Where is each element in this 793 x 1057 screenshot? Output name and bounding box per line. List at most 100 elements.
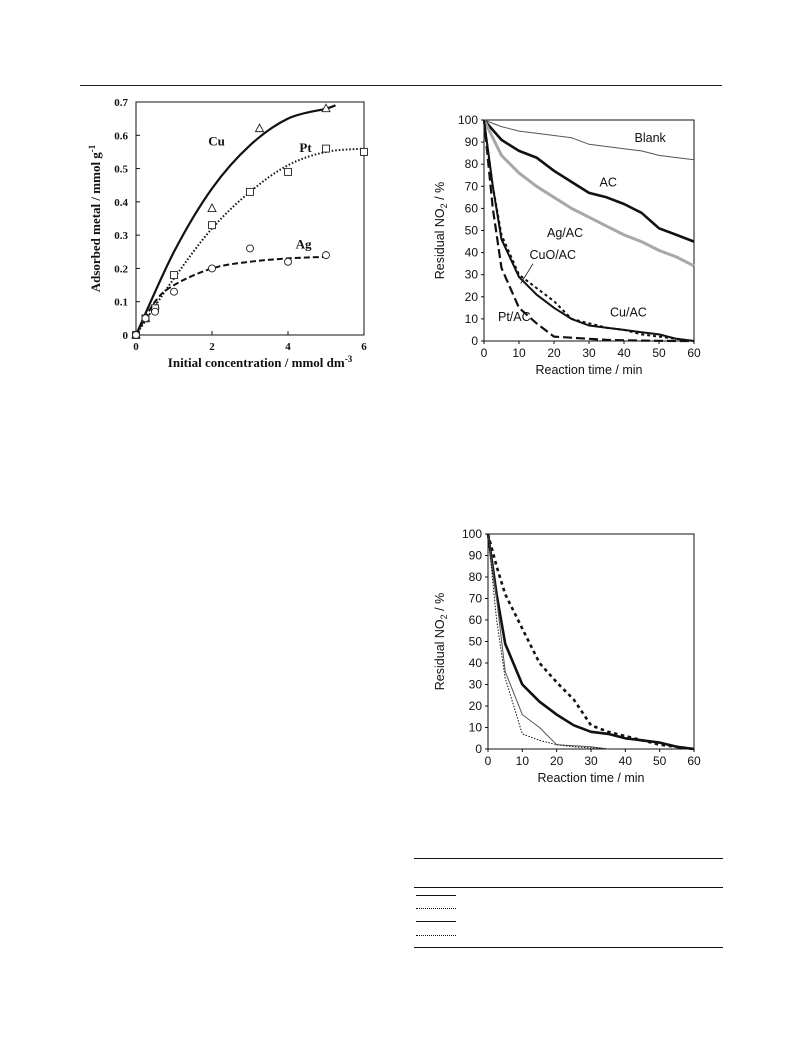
y-tick-label: 30 xyxy=(469,678,483,692)
y-tick-label: 0.2 xyxy=(114,263,128,275)
y-axis-label: Residual NO2 / % xyxy=(433,593,449,690)
x-tick-label: 60 xyxy=(687,346,701,360)
y-tick-label: 10 xyxy=(465,312,479,326)
y-tick-label: 0.1 xyxy=(114,297,128,309)
data-point-ag xyxy=(170,287,178,296)
x-tick-label: 0 xyxy=(481,346,488,360)
x-tick-label: 0 xyxy=(133,341,139,353)
data-point-cu xyxy=(254,123,265,133)
y-tick-label: 0.6 xyxy=(114,130,128,142)
table-bottom-rule xyxy=(414,947,723,948)
residual-no2-chart-2: 0 10 20 30 40 50 60 70 80 90 100 0 10 20 30 40 50 60 React… xyxy=(430,525,710,802)
x-axis-label: Initial concentration / mmol dm-3 xyxy=(168,354,353,370)
plot-frame xyxy=(487,533,695,750)
series-label-cu: Cu xyxy=(208,133,225,148)
series-line-2 xyxy=(487,533,609,750)
x-tick-label: 20 xyxy=(550,754,564,768)
data-point-ag xyxy=(151,307,159,316)
legend-line-sample xyxy=(416,921,456,922)
y-tick-label: 90 xyxy=(465,135,479,149)
x-tick-label: 10 xyxy=(512,346,526,360)
data-point-pt xyxy=(360,147,368,156)
x-tick-label: 4 xyxy=(285,341,291,353)
x-tick-label: 30 xyxy=(582,346,596,360)
data-point-cu xyxy=(321,103,331,113)
table-header-rule xyxy=(414,887,723,888)
y-tick-label: 60 xyxy=(469,613,483,627)
y-tick-label: 50 xyxy=(469,635,483,649)
x-tick-label: 30 xyxy=(584,754,598,768)
data-point-pt xyxy=(170,271,178,280)
x-tick-label: 0 xyxy=(485,754,492,768)
y-tick-label: 40 xyxy=(469,656,483,670)
data-point-cu xyxy=(207,203,217,212)
data-point-ag xyxy=(284,257,292,266)
series-line-1 xyxy=(486,533,695,751)
y-axis-label-sub: 2 xyxy=(439,614,449,619)
series-curve-pt xyxy=(135,147,365,336)
y-tick-label: 90 xyxy=(469,549,483,563)
y-tick-label: 0.4 xyxy=(114,197,128,209)
cuo-ac-leader-line xyxy=(520,263,534,284)
x-tick-label: 50 xyxy=(652,346,666,360)
y-tick-label: 40 xyxy=(465,246,479,260)
y-tick-label: 0.3 xyxy=(114,230,128,242)
y-tick-label: 70 xyxy=(469,592,483,606)
page-header-rule xyxy=(80,85,722,86)
data-point-ag xyxy=(141,314,150,323)
series-label-cu-ac: Cu/AC xyxy=(610,306,647,320)
series-label-ag-ac: Ag/AC xyxy=(547,226,583,240)
series-line-ac xyxy=(483,119,695,243)
table-top-rule xyxy=(414,858,723,859)
x-tick-label: 40 xyxy=(617,346,631,360)
y-tick-label: 10 xyxy=(469,721,483,735)
y-axis-label: Residual NO2 / % xyxy=(433,182,449,279)
legend-table xyxy=(414,858,723,948)
series-line-pt-ac xyxy=(482,119,694,343)
adsorption-chart: 0 0.1 0.2 0.3 0.4 0.5 0.6 0.7 0 2 4 6 Initial concen… xyxy=(86,94,386,399)
data-point-ag xyxy=(132,331,140,339)
residual-no2-chart-svg: 0 10 20 30 40 50 60 70 80 90 100 0 10 20 30 40 50 60 React… xyxy=(433,113,701,377)
series-line-cu-ac xyxy=(483,119,695,342)
y-tick-label: 80 xyxy=(469,570,483,584)
y-tick-label: 80 xyxy=(465,157,479,171)
y-axis-label-text: Residual NO xyxy=(433,619,447,690)
y-tick-label: 60 xyxy=(465,201,479,215)
legend-line-sample xyxy=(416,908,456,909)
series-line-0 xyxy=(486,533,695,751)
y-tick-label: 20 xyxy=(465,290,479,304)
y-tick-label: 50 xyxy=(465,224,479,238)
x-tick-label: 20 xyxy=(547,346,561,360)
x-tick-label: 6 xyxy=(361,341,367,353)
data-point-pt xyxy=(322,144,330,153)
series-label-pt: Pt xyxy=(299,140,312,155)
legend-line-sample xyxy=(416,895,456,896)
y-tick-label: 70 xyxy=(465,179,479,193)
series-label-ag: Ag xyxy=(296,236,312,251)
y-tick-label: 100 xyxy=(458,113,478,127)
x-tick-label: 50 xyxy=(653,754,667,768)
x-axis-label: Reaction time / min xyxy=(538,771,645,785)
y-axis-label: Adsorbed metal / mmol g-1 xyxy=(87,144,103,292)
residual-no2-chart-2-svg: 0 10 20 30 40 50 60 70 80 90 100 0 10 20 30 40 50 60 React… xyxy=(433,527,701,785)
series-line-ag-ac xyxy=(482,119,695,268)
series-curve-ag xyxy=(135,255,327,336)
series-label-ac: AC xyxy=(600,175,617,189)
y-tick-label: 0 xyxy=(123,330,129,342)
data-point-pt xyxy=(246,187,254,196)
data-point-ag xyxy=(208,264,216,273)
y-axis-label-sub: 2 xyxy=(439,203,449,208)
x-tick-label: 10 xyxy=(516,754,530,768)
data-point-ag xyxy=(246,244,254,253)
x-tick-label: 60 xyxy=(687,754,701,768)
y-axis-label-text: Residual NO xyxy=(433,208,447,279)
y-tick-label: 0 xyxy=(471,334,478,348)
data-point-pt xyxy=(284,167,292,176)
series-label-pt-ac: Pt/AC xyxy=(498,310,531,324)
x-axis-label: Reaction time / min xyxy=(536,363,643,377)
series-line-blank xyxy=(483,119,695,161)
data-point-ag xyxy=(322,251,330,260)
y-axis-label-sup: -1 xyxy=(87,144,97,152)
series-label-blank: Blank xyxy=(635,131,667,145)
x-tick-label: 2 xyxy=(209,341,215,353)
